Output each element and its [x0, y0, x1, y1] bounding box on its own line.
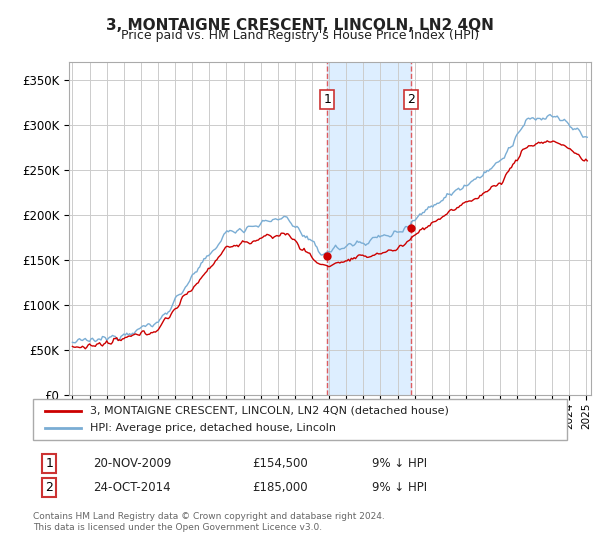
- Text: 2: 2: [45, 480, 53, 494]
- Text: Price paid vs. HM Land Registry's House Price Index (HPI): Price paid vs. HM Land Registry's House …: [121, 29, 479, 42]
- Text: Contains HM Land Registry data © Crown copyright and database right 2024.
This d: Contains HM Land Registry data © Crown c…: [33, 512, 385, 532]
- Text: 3, MONTAIGNE CRESCENT, LINCOLN, LN2 4QN: 3, MONTAIGNE CRESCENT, LINCOLN, LN2 4QN: [106, 18, 494, 33]
- Text: 9% ↓ HPI: 9% ↓ HPI: [372, 457, 427, 470]
- Text: 3, MONTAIGNE CRESCENT, LINCOLN, LN2 4QN (detached house): 3, MONTAIGNE CRESCENT, LINCOLN, LN2 4QN …: [90, 405, 449, 416]
- Bar: [328, 62, 411, 395]
- Text: 20-NOV-2009: 20-NOV-2009: [93, 457, 172, 470]
- Text: 9% ↓ HPI: 9% ↓ HPI: [372, 480, 427, 494]
- Text: £154,500: £154,500: [252, 457, 308, 470]
- Text: 1: 1: [45, 457, 53, 470]
- Text: HPI: Average price, detached house, Lincoln: HPI: Average price, detached house, Linc…: [90, 423, 336, 433]
- Text: £185,000: £185,000: [252, 480, 308, 494]
- Text: 2: 2: [407, 93, 415, 106]
- Text: 1: 1: [323, 93, 331, 106]
- Text: 24-OCT-2014: 24-OCT-2014: [93, 480, 170, 494]
